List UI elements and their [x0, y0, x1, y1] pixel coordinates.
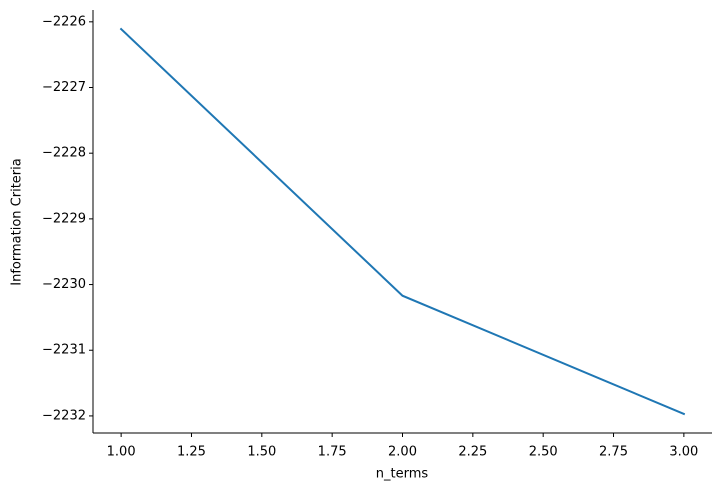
y-tick-label: −2228: [42, 146, 86, 161]
y-tick-label: −2227: [42, 80, 86, 95]
x-tick-label: 2.25: [458, 445, 487, 460]
x-tick-label: 3.00: [669, 445, 698, 460]
y-axis-label: Information Criteria: [10, 158, 25, 285]
x-tick-label: 2.50: [529, 445, 558, 460]
y-tick-label: −2230: [42, 277, 86, 292]
y-tick-label: −2226: [42, 14, 86, 29]
x-tick-label: 1.00: [107, 445, 136, 460]
x-axis-label: n_terms: [376, 467, 429, 482]
x-tick-label: 2.75: [599, 445, 628, 460]
x-tick-label: 2.00: [388, 445, 417, 460]
y-tick-label: −2232: [42, 408, 86, 423]
y-tick-label: −2229: [42, 211, 86, 226]
line: [119, 27, 686, 416]
x-tick-label: 1.50: [247, 445, 276, 460]
y-tick-label: −2231: [42, 343, 86, 358]
x-tick-label: 1.75: [318, 445, 347, 460]
x-tick-label: 1.25: [177, 445, 206, 460]
